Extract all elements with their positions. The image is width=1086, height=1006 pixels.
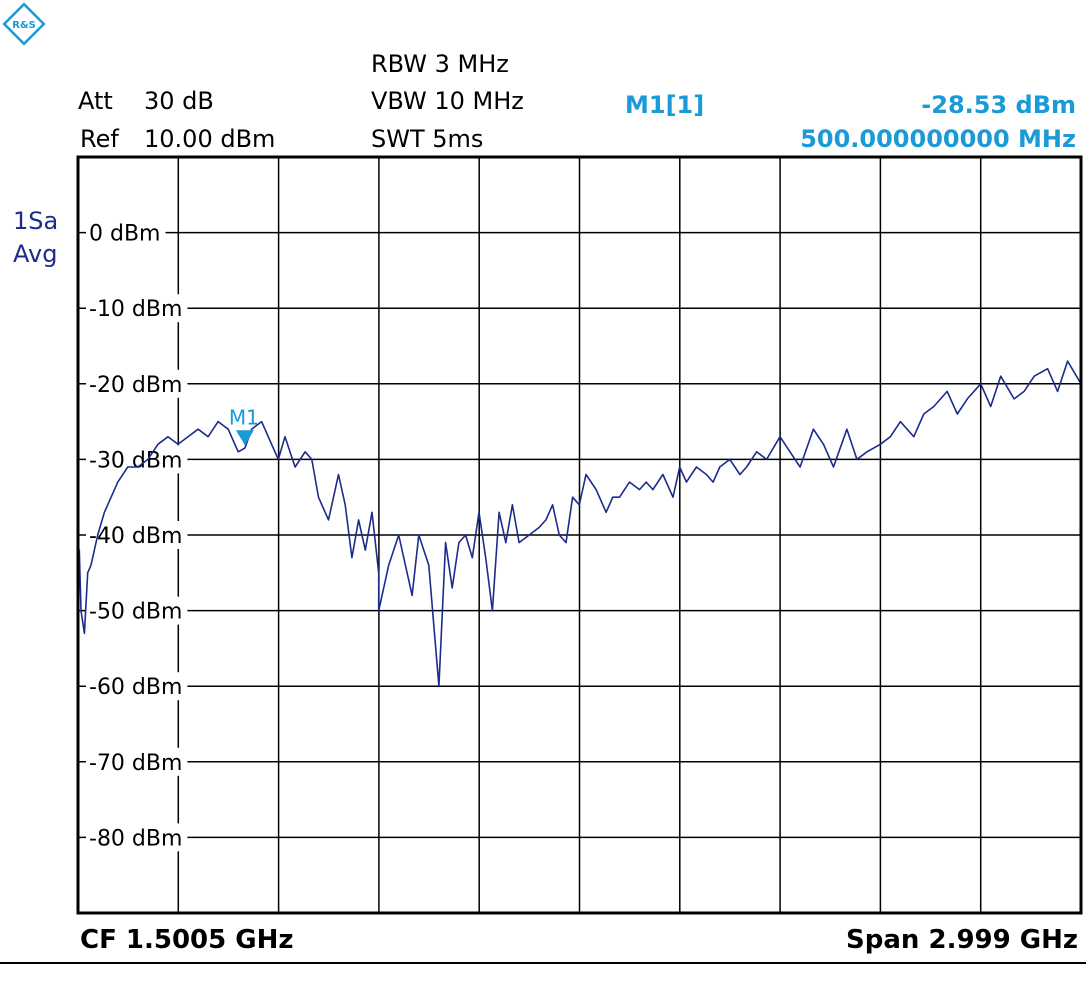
y-tick-label: -10 dBm: [89, 297, 182, 322]
ref-label: Ref: [80, 125, 119, 153]
y-tick-label: -40 dBm: [89, 524, 182, 549]
y-tick-background: [86, 369, 188, 398]
trace-info-sample: 1Sa: [13, 207, 59, 235]
vbw-readout: VBW 10 MHz: [371, 87, 524, 115]
rbw-readout: RBW 3 MHz: [371, 50, 509, 78]
plot-frame: [76, 155, 1083, 915]
swt-readout: SWT 5ms: [371, 125, 484, 153]
marker-m1-triangle: [235, 430, 254, 446]
y-tick-background: [86, 823, 188, 852]
y-tick-label: -20 dBm: [89, 373, 182, 398]
y-tick-background: [86, 445, 188, 474]
att-label: Att: [78, 87, 113, 115]
y-tick-background: [86, 218, 166, 247]
y-tick-label: -30 dBm: [89, 448, 182, 473]
y-tick-label: -80 dBm: [89, 826, 182, 851]
marker-m1-label: M1: [229, 405, 259, 429]
att-value: 30 dB: [144, 87, 214, 115]
y-tick-label: -50 dBm: [89, 600, 182, 625]
footer-divider: [0, 962, 1086, 964]
trace: [77, 360, 1082, 688]
y-tick-background: [86, 596, 188, 625]
rohde-schwarz-logo-icon: R&S: [2, 2, 46, 46]
svg-text:R&S: R&S: [12, 20, 36, 31]
y-tick-background: [86, 294, 188, 323]
y-tick-background: [86, 747, 188, 776]
marker: M1: [229, 405, 259, 446]
y-tick-background: [86, 521, 188, 549]
ref-value: 10.00 dBm: [144, 125, 276, 153]
marker-level: -28.53 dBm: [921, 91, 1076, 119]
trace-line: [77, 360, 1082, 688]
marker-name: M1[1]: [625, 91, 705, 119]
center-frequency: CF 1.5005 GHz: [80, 925, 294, 955]
grid: [78, 157, 1081, 913]
y-tick-background: [86, 672, 188, 701]
y-tick-label: -60 dBm: [89, 675, 182, 700]
y-axis-ticks: 0 dBm -10 dBm -20 dBm -30 dBm -40 dBm -50 dBm…: [86, 218, 188, 852]
marker-frequency: 500.000000000 MHz: [800, 125, 1076, 153]
trace-info-mode: Avg: [13, 240, 58, 268]
y-tick-label: -70 dBm: [89, 751, 182, 776]
y-tick-label: 0 dBm: [89, 222, 160, 247]
frequency-span: Span 2.999 GHz: [846, 925, 1078, 955]
